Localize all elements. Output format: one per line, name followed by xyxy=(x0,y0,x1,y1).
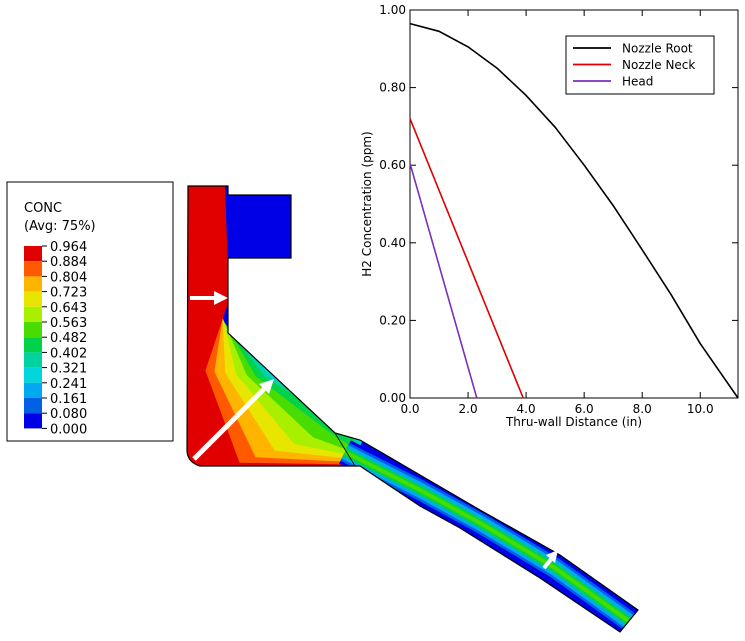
contour-legend-level: 0.563 xyxy=(50,316,87,331)
contour-legend-band xyxy=(24,306,42,322)
contour-legend-band xyxy=(24,291,42,307)
contour-legend-labels: 0.9640.8840.8040.7230.6430.5630.4820.402… xyxy=(42,240,87,437)
contour-legend-band xyxy=(24,382,42,398)
x-tick-label: 6.0 xyxy=(575,402,594,416)
contour-legend-level: 0.804 xyxy=(50,270,87,285)
contour-legend-band xyxy=(24,398,42,414)
contour-legend-level: 0.402 xyxy=(50,346,87,361)
chart-legend: Nozzle Root Nozzle Neck Head xyxy=(565,35,715,95)
x-tick-label: 4.0 xyxy=(517,402,536,416)
x-axis-label: Thru-wall Distance (in) xyxy=(505,415,642,429)
y-axis-label: H2 Concentration (ppm) xyxy=(360,131,374,276)
contour-legend-band xyxy=(24,367,42,383)
contour-legend-band xyxy=(24,413,42,429)
axis-ticks xyxy=(409,9,738,399)
concentration-chart: 0.0 2.0 4.0 6.0 8.0 10.0 0.00 0.20 0.40 0.60 0.80 1… xyxy=(360,3,739,429)
contour-legend-band xyxy=(24,352,42,368)
contour-legend-level: 0.321 xyxy=(50,362,87,377)
y-tick-label: 0.80 xyxy=(379,81,406,95)
x-tick-label: 0.0 xyxy=(400,402,419,416)
nozzle-outline xyxy=(186,185,639,633)
contour-legend-bands xyxy=(24,246,42,429)
axis-tick-labels: 0.0 2.0 4.0 6.0 8.0 10.0 0.00 0.20 0.40 0.60 0.80 1… xyxy=(379,3,713,416)
contour-legend-band xyxy=(24,322,42,338)
legend-entry: Nozzle Root xyxy=(622,42,693,56)
contour-legend-averaging: (Avg: 75%) xyxy=(24,219,96,234)
thru-wall-arrow-head xyxy=(542,550,558,570)
legend-entry: Nozzle Neck xyxy=(622,58,695,72)
series-line-head xyxy=(409,163,478,399)
y-tick-label: 0.00 xyxy=(379,391,406,405)
x-tick-label: 2.0 xyxy=(459,402,478,416)
contour-legend-level: 0.161 xyxy=(50,392,87,407)
series-line-nozzle-neck xyxy=(409,118,524,399)
contour-legend: CONC (Avg: 75%) 0.9640.8840.8040.7230.64… xyxy=(6,181,174,442)
contour-legend-level: 0.080 xyxy=(50,407,87,422)
contour-legend-level: 0.241 xyxy=(50,377,87,392)
contour-legend-band xyxy=(24,261,42,277)
y-tick-label: 0.40 xyxy=(379,236,406,250)
y-tick-label: 0.60 xyxy=(379,158,406,172)
contour-legend-band xyxy=(24,337,42,353)
thru-wall-arrow-nozzle-neck xyxy=(192,379,274,461)
contour-legend-level: 0.482 xyxy=(50,331,87,346)
x-tick-label: 10.0 xyxy=(687,402,714,416)
series-line-nozzle-root xyxy=(409,22,739,399)
thru-wall-arrow-nozzle-root xyxy=(190,291,228,305)
x-tick-label: 8.0 xyxy=(633,402,652,416)
legend-entry: Head xyxy=(622,75,653,89)
contour-legend-level: 0.000 xyxy=(50,422,87,437)
contour-legend-level: 0.884 xyxy=(50,255,87,270)
chart-series xyxy=(409,22,739,399)
y-tick-label: 0.20 xyxy=(379,313,406,327)
contour-legend-variable: CONC xyxy=(24,201,62,216)
contour-legend-level: 0.723 xyxy=(50,286,87,301)
y-tick-label: 1.00 xyxy=(379,3,406,17)
contour-legend-level: 0.964 xyxy=(50,240,87,255)
contour-legend-band xyxy=(24,276,42,292)
contour-legend-level: 0.643 xyxy=(50,301,87,316)
contour-legend-band xyxy=(24,246,42,262)
